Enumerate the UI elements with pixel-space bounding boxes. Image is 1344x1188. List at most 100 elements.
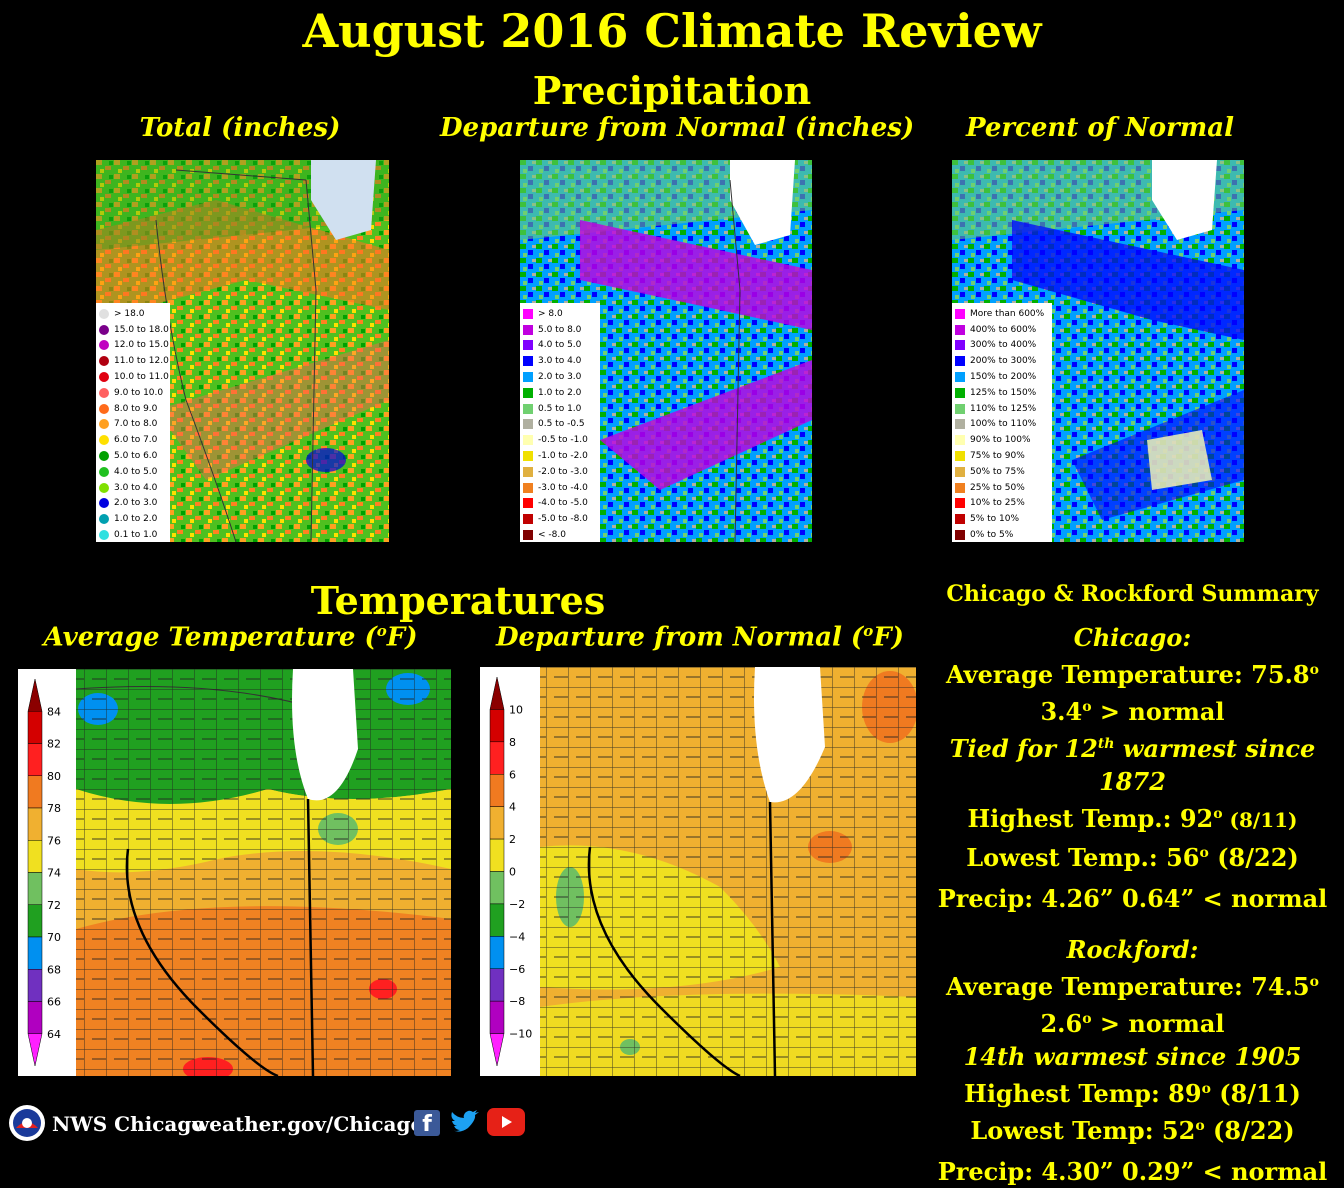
legend-label: 110% to 125% xyxy=(970,403,1037,414)
facebook-icon[interactable]: f xyxy=(414,1110,440,1137)
legend-swatch xyxy=(523,466,533,477)
legend-item: 0.5 to -0.5 xyxy=(523,417,597,433)
legend-label: 150% to 200% xyxy=(970,372,1037,383)
precip-percent-legend: More than 600% 400% to 600% 300% to 400% 20… xyxy=(952,303,1052,542)
legend-label: 3.0 to 4.0 xyxy=(114,482,158,493)
footer-url[interactable]: weather.gov/Chicago xyxy=(192,1112,424,1136)
legend-label: 2.0 to 3.0 xyxy=(538,372,582,383)
colorbar-segment xyxy=(27,872,43,905)
legend-item: 75% to 90% xyxy=(955,448,1049,464)
legend-item: 0.1 to 1.0 xyxy=(99,527,167,542)
colorbar-segment xyxy=(27,711,43,744)
legend-swatch xyxy=(955,387,965,398)
legend-label: 2.0 to 3.0 xyxy=(114,498,158,509)
colorbar-segment xyxy=(489,936,505,969)
temp-departure-map: 10 8 6 4 2 0 −2 −4 −6 −8 −10 xyxy=(480,667,916,1076)
legend-swatch xyxy=(523,340,533,351)
legend-label: 11.0 to 12.0 xyxy=(114,356,169,367)
rockford-name: Rockford: xyxy=(1066,935,1199,964)
legend-swatch xyxy=(99,372,109,383)
rockford-departure: 2.6o > normal xyxy=(1040,1009,1225,1038)
legend-item: 25% to 50% xyxy=(955,480,1049,496)
legend-swatch xyxy=(99,451,109,462)
colorbar-tick-label: −6 xyxy=(509,963,525,976)
temp-departure-colorbar: 10 8 6 4 2 0 −2 −4 −6 −8 −10 xyxy=(480,667,540,1076)
legend-item: 15.0 to 18.0 xyxy=(99,322,169,338)
legend-item: -3.0 to -4.0 xyxy=(523,480,597,496)
colorbar-segment xyxy=(27,678,43,712)
rockford-rank: 14th warmest since 1905 xyxy=(963,1042,1302,1071)
twitter-icon[interactable] xyxy=(450,1110,480,1136)
temp-departure-title: Departure from Normal (oF) xyxy=(496,622,904,653)
legend-label: -4.0 to -5.0 xyxy=(538,498,588,509)
page-title: August 2016 Climate Review xyxy=(302,4,1042,58)
legend-swatch xyxy=(523,387,533,398)
legend-item: -2.0 to -3.0 xyxy=(523,464,597,480)
colorbar-tick-label: 8 xyxy=(509,736,516,749)
colorbar-tick-label: 72 xyxy=(47,899,61,912)
legend-swatch xyxy=(955,324,965,335)
legend-swatch xyxy=(99,340,109,351)
legend-label: 75% to 90% xyxy=(970,451,1025,462)
legend-label: 50% to 75% xyxy=(970,466,1025,477)
legend-item: 150% to 200% xyxy=(955,369,1049,385)
precip-total-legend: > 18.0 15.0 to 18.0 12.0 to 15.0 11.0 to 12… xyxy=(96,303,170,542)
rockford-highest: Highest Temp: 89o (8/11) xyxy=(964,1079,1301,1108)
colorbar-segment xyxy=(489,838,505,872)
legend-item: 3.0 to 4.0 xyxy=(523,353,597,369)
legend-item: 12.0 to 15.0 xyxy=(99,338,169,354)
legend-swatch xyxy=(523,451,533,462)
colorbar-segment xyxy=(489,871,505,905)
footer-office: NWS Chicago xyxy=(52,1112,205,1136)
rockford-precip: Precip: 4.30” 0.29” < normal xyxy=(937,1157,1328,1186)
colorbar-tick-label: 64 xyxy=(47,1028,61,1041)
legend-label: 300% to 400% xyxy=(970,340,1037,351)
colorbar-segment xyxy=(489,968,505,1002)
legend-item: 4.0 to 5.0 xyxy=(523,338,597,354)
legend-label: 6.0 to 7.0 xyxy=(114,435,158,446)
legend-item: > 18.0 xyxy=(99,306,167,322)
legend-swatch xyxy=(955,451,965,462)
legend-swatch xyxy=(955,498,965,509)
legend-item: -1.0 to -2.0 xyxy=(523,448,597,464)
colorbar-segment xyxy=(27,807,43,841)
legend-label: 125% to 150% xyxy=(970,387,1037,398)
legend-item: 11.0 to 12.0 xyxy=(99,353,169,369)
legend-item: 10% to 25% xyxy=(955,496,1049,512)
youtube-icon[interactable] xyxy=(487,1108,525,1136)
legend-swatch xyxy=(955,340,965,351)
chicago-highest: Highest Temp.: 92o (8/11) xyxy=(967,804,1298,833)
legend-item: 2.0 to 3.0 xyxy=(523,369,597,385)
legend-item: 8.0 to 9.0 xyxy=(99,401,167,417)
legend-swatch xyxy=(99,387,109,398)
chicago-departure: 3.4o > normal xyxy=(1040,697,1225,726)
legend-item: 100% to 110% xyxy=(955,417,1049,433)
legend-label: 100% to 110% xyxy=(970,419,1037,430)
legend-label: 0.1 to 1.0 xyxy=(114,530,158,541)
legend-swatch xyxy=(955,308,965,319)
rockford-avg-temp: Average Temperature: 74.5o xyxy=(946,972,1319,1001)
colorbar-tick-label: −4 xyxy=(509,930,525,943)
legend-swatch xyxy=(955,466,965,477)
legend-label: 8.0 to 9.0 xyxy=(114,403,158,414)
colorbar-tick-label: 84 xyxy=(47,705,61,718)
legend-swatch xyxy=(99,435,109,446)
legend-item: 0.5 to 1.0 xyxy=(523,401,597,417)
colorbar-segment xyxy=(489,774,505,807)
temp-average-title: Average Temperature (oF) xyxy=(43,622,418,653)
colorbar-segment xyxy=(489,709,505,743)
legend-item: 7.0 to 8.0 xyxy=(99,417,167,433)
legend-label: 400% to 600% xyxy=(970,324,1037,335)
colorbar-tick-label: 82 xyxy=(47,738,61,751)
legend-swatch xyxy=(523,324,533,335)
legend-label: More than 600% xyxy=(970,308,1045,319)
chicago-name: Chicago: xyxy=(1073,623,1192,652)
legend-label: > 18.0 xyxy=(114,308,145,319)
legend-swatch xyxy=(99,466,109,477)
legend-swatch xyxy=(955,403,965,414)
legend-label: 200% to 300% xyxy=(970,356,1037,367)
legend-label: 4.0 to 5.0 xyxy=(114,466,158,477)
legend-label: -2.0 to -3.0 xyxy=(538,466,588,477)
colorbar-segment xyxy=(27,936,43,970)
colorbar-tick-label: −2 xyxy=(509,898,525,911)
